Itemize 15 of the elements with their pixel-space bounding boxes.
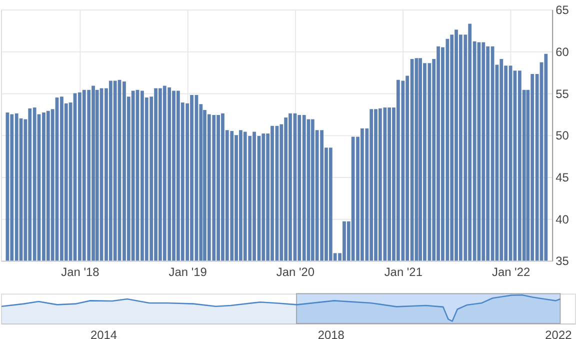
x-tick-label: Jan '19	[168, 265, 208, 280]
y-tick-label: 50	[556, 128, 570, 143]
x-tick-label: Jan '20	[276, 265, 315, 280]
y-tick-label: 35	[556, 254, 570, 268]
x-tick-label: Jan '21	[384, 265, 423, 280]
x-tick-label: 2022	[545, 328, 572, 339]
x-tick-label: Jan '18	[61, 265, 100, 280]
x-tick-label: 2018	[318, 328, 345, 339]
x-tick-label: 2014	[90, 328, 118, 339]
y-tick-label: 45	[556, 170, 570, 184]
y-tick-label: 60	[556, 44, 570, 59]
x-tick-label: Jan '22	[492, 265, 530, 280]
y-tick-label: 40	[556, 212, 570, 226]
y-tick-label: 65	[556, 3, 570, 18]
y-tick-label: 55	[556, 86, 570, 101]
